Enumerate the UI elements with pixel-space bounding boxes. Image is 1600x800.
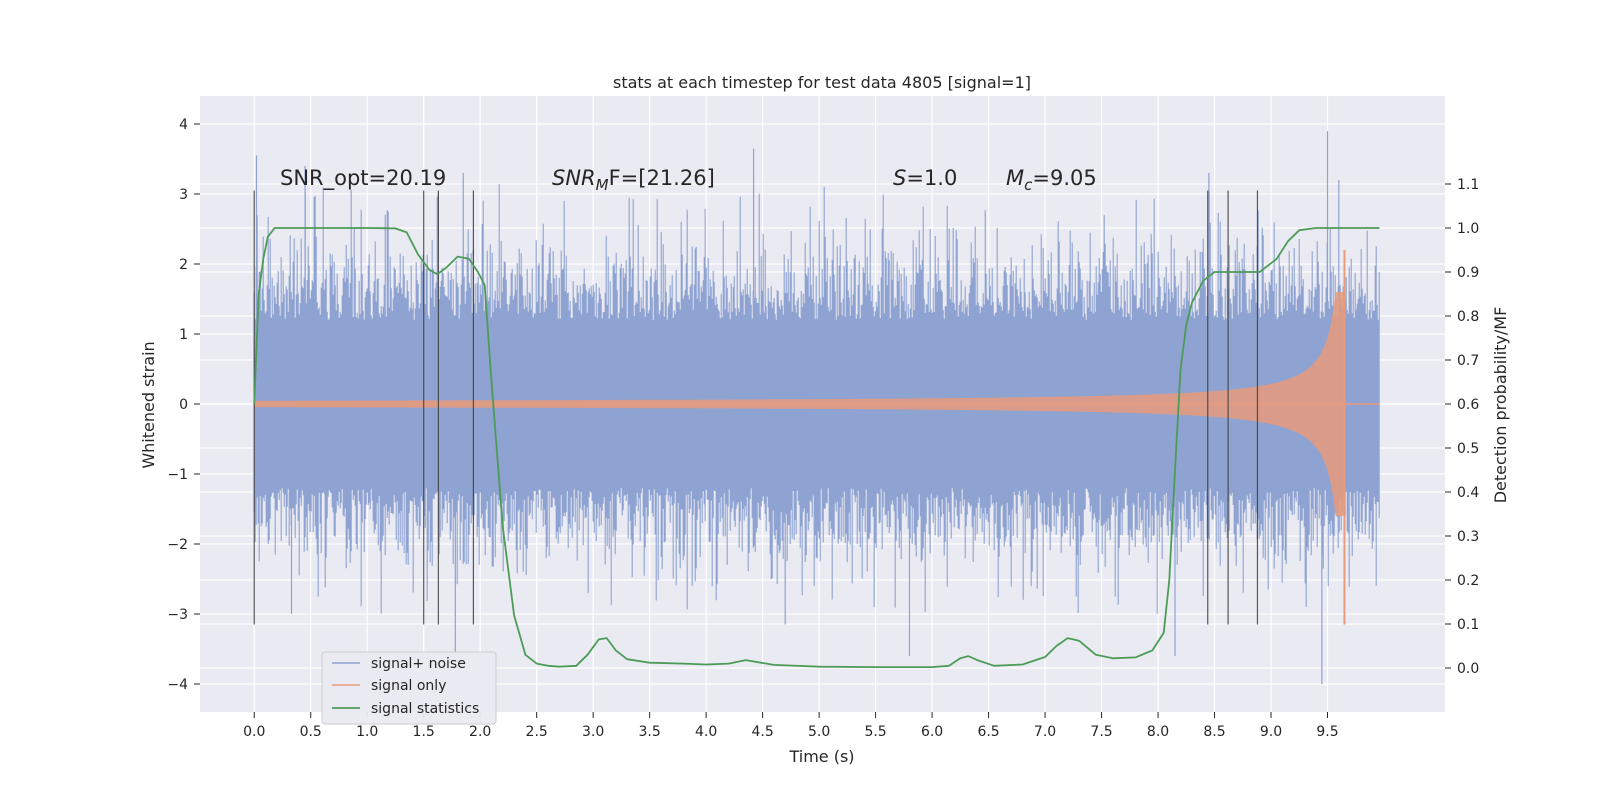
x-tick-label: 5.5	[864, 724, 886, 740]
y-axis-label: Whitened strain	[139, 341, 158, 468]
axes: 0.0 0.5 1.0 1.5 2.0 2.5 3.0 3.5 4.0 4.5 5.0 5.5 6.0 6…	[167, 117, 1479, 740]
x-tick-label: 6.5	[977, 724, 999, 740]
y2-tick-label: 1.1	[1457, 177, 1479, 193]
mc-sub: c	[1024, 176, 1033, 194]
annotation-snr-opt: SNR_opt=20.19	[280, 166, 446, 191]
y2-tick-label: 0.3	[1457, 529, 1479, 545]
y-tick-label: −4	[167, 677, 188, 693]
y-tick-label: 0	[179, 397, 188, 413]
annotation-s: S=1.0	[893, 166, 957, 190]
y2-tick-label: 0.2	[1457, 573, 1479, 589]
x-tick-label: 2.5	[526, 724, 548, 740]
s-rest: =1.0	[906, 166, 957, 190]
legend-label-signal-statistics: signal statistics	[371, 701, 479, 717]
x-tick-label: 2.0	[469, 724, 491, 740]
x-tick-label: 3.5	[639, 724, 661, 740]
x-tick-label: 5.0	[808, 724, 830, 740]
x-tick-label: 0.0	[243, 724, 265, 740]
annotation-mc: Mc=9.05	[1006, 166, 1097, 194]
mc-sym: M	[1006, 166, 1024, 190]
y-tick-label: −2	[167, 537, 188, 553]
y2-tick-label: 0.9	[1457, 265, 1479, 281]
chart-title: stats at each timestep for test data 480…	[613, 73, 1031, 92]
y2-tick-label: 0.8	[1457, 309, 1479, 325]
y-tick-label: 4	[179, 117, 188, 133]
x-axis-label: Time (s)	[788, 747, 854, 766]
series-signal-only	[254, 250, 1380, 625]
y2-tick-label: 0.0	[1457, 661, 1479, 677]
annotation-snr-mf: SNRMF=[21.26]	[552, 166, 715, 194]
y2-tick-label: 0.4	[1457, 485, 1479, 501]
x-tick-label: 1.5	[413, 724, 435, 740]
snr-mf-rest: F=[21.26]	[609, 166, 715, 190]
x-tick-label: 8.5	[1203, 724, 1225, 740]
y2-tick-label: 0.7	[1457, 353, 1479, 369]
vertical-markers	[253, 190, 1259, 625]
s-sym: S	[893, 166, 906, 190]
legend-box	[321, 651, 497, 725]
snr-mf-base: SNR	[552, 166, 596, 190]
y-tick-label: 2	[179, 257, 188, 273]
y2-tick-label: 0.1	[1457, 617, 1479, 633]
y2-tick-label: 1.0	[1457, 221, 1479, 237]
legend: signal+ noise signal only signal statist…	[321, 651, 497, 725]
legend-label-signal-only: signal only	[371, 678, 446, 694]
x-tick-label: 7.5	[1090, 724, 1112, 740]
y-tick-label: −1	[167, 467, 188, 483]
x-tick-label: 7.0	[1034, 724, 1056, 740]
x-tick-label: 4.0	[695, 724, 717, 740]
x-tick-label: 6.0	[921, 724, 943, 740]
y-tick-label: 1	[179, 327, 188, 343]
y-tick-label: −3	[167, 607, 188, 623]
x-tick-label: 8.0	[1147, 724, 1169, 740]
x-tick-label: 3.0	[582, 724, 604, 740]
x-tick-label: 9.5	[1316, 724, 1338, 740]
snr-mf-sub: M	[596, 176, 609, 194]
y-tick-label: 3	[179, 187, 188, 203]
y2-axis-label: Detection probability/MF	[1491, 307, 1510, 504]
y2-tick-label: 0.6	[1457, 397, 1479, 413]
mc-rest: =9.05	[1032, 166, 1096, 190]
x-tick-label: 0.5	[300, 724, 322, 740]
statistics-line	[253, 227, 1380, 668]
x-tick-label: 1.0	[356, 724, 378, 740]
legend-label-signal-noise: signal+ noise	[371, 656, 466, 672]
series-signal-statistics	[253, 227, 1380, 668]
x-tick-label: 4.5	[751, 724, 773, 740]
x-tick-label: 9.0	[1260, 724, 1282, 740]
y2-tick-label: 0.5	[1457, 441, 1479, 457]
